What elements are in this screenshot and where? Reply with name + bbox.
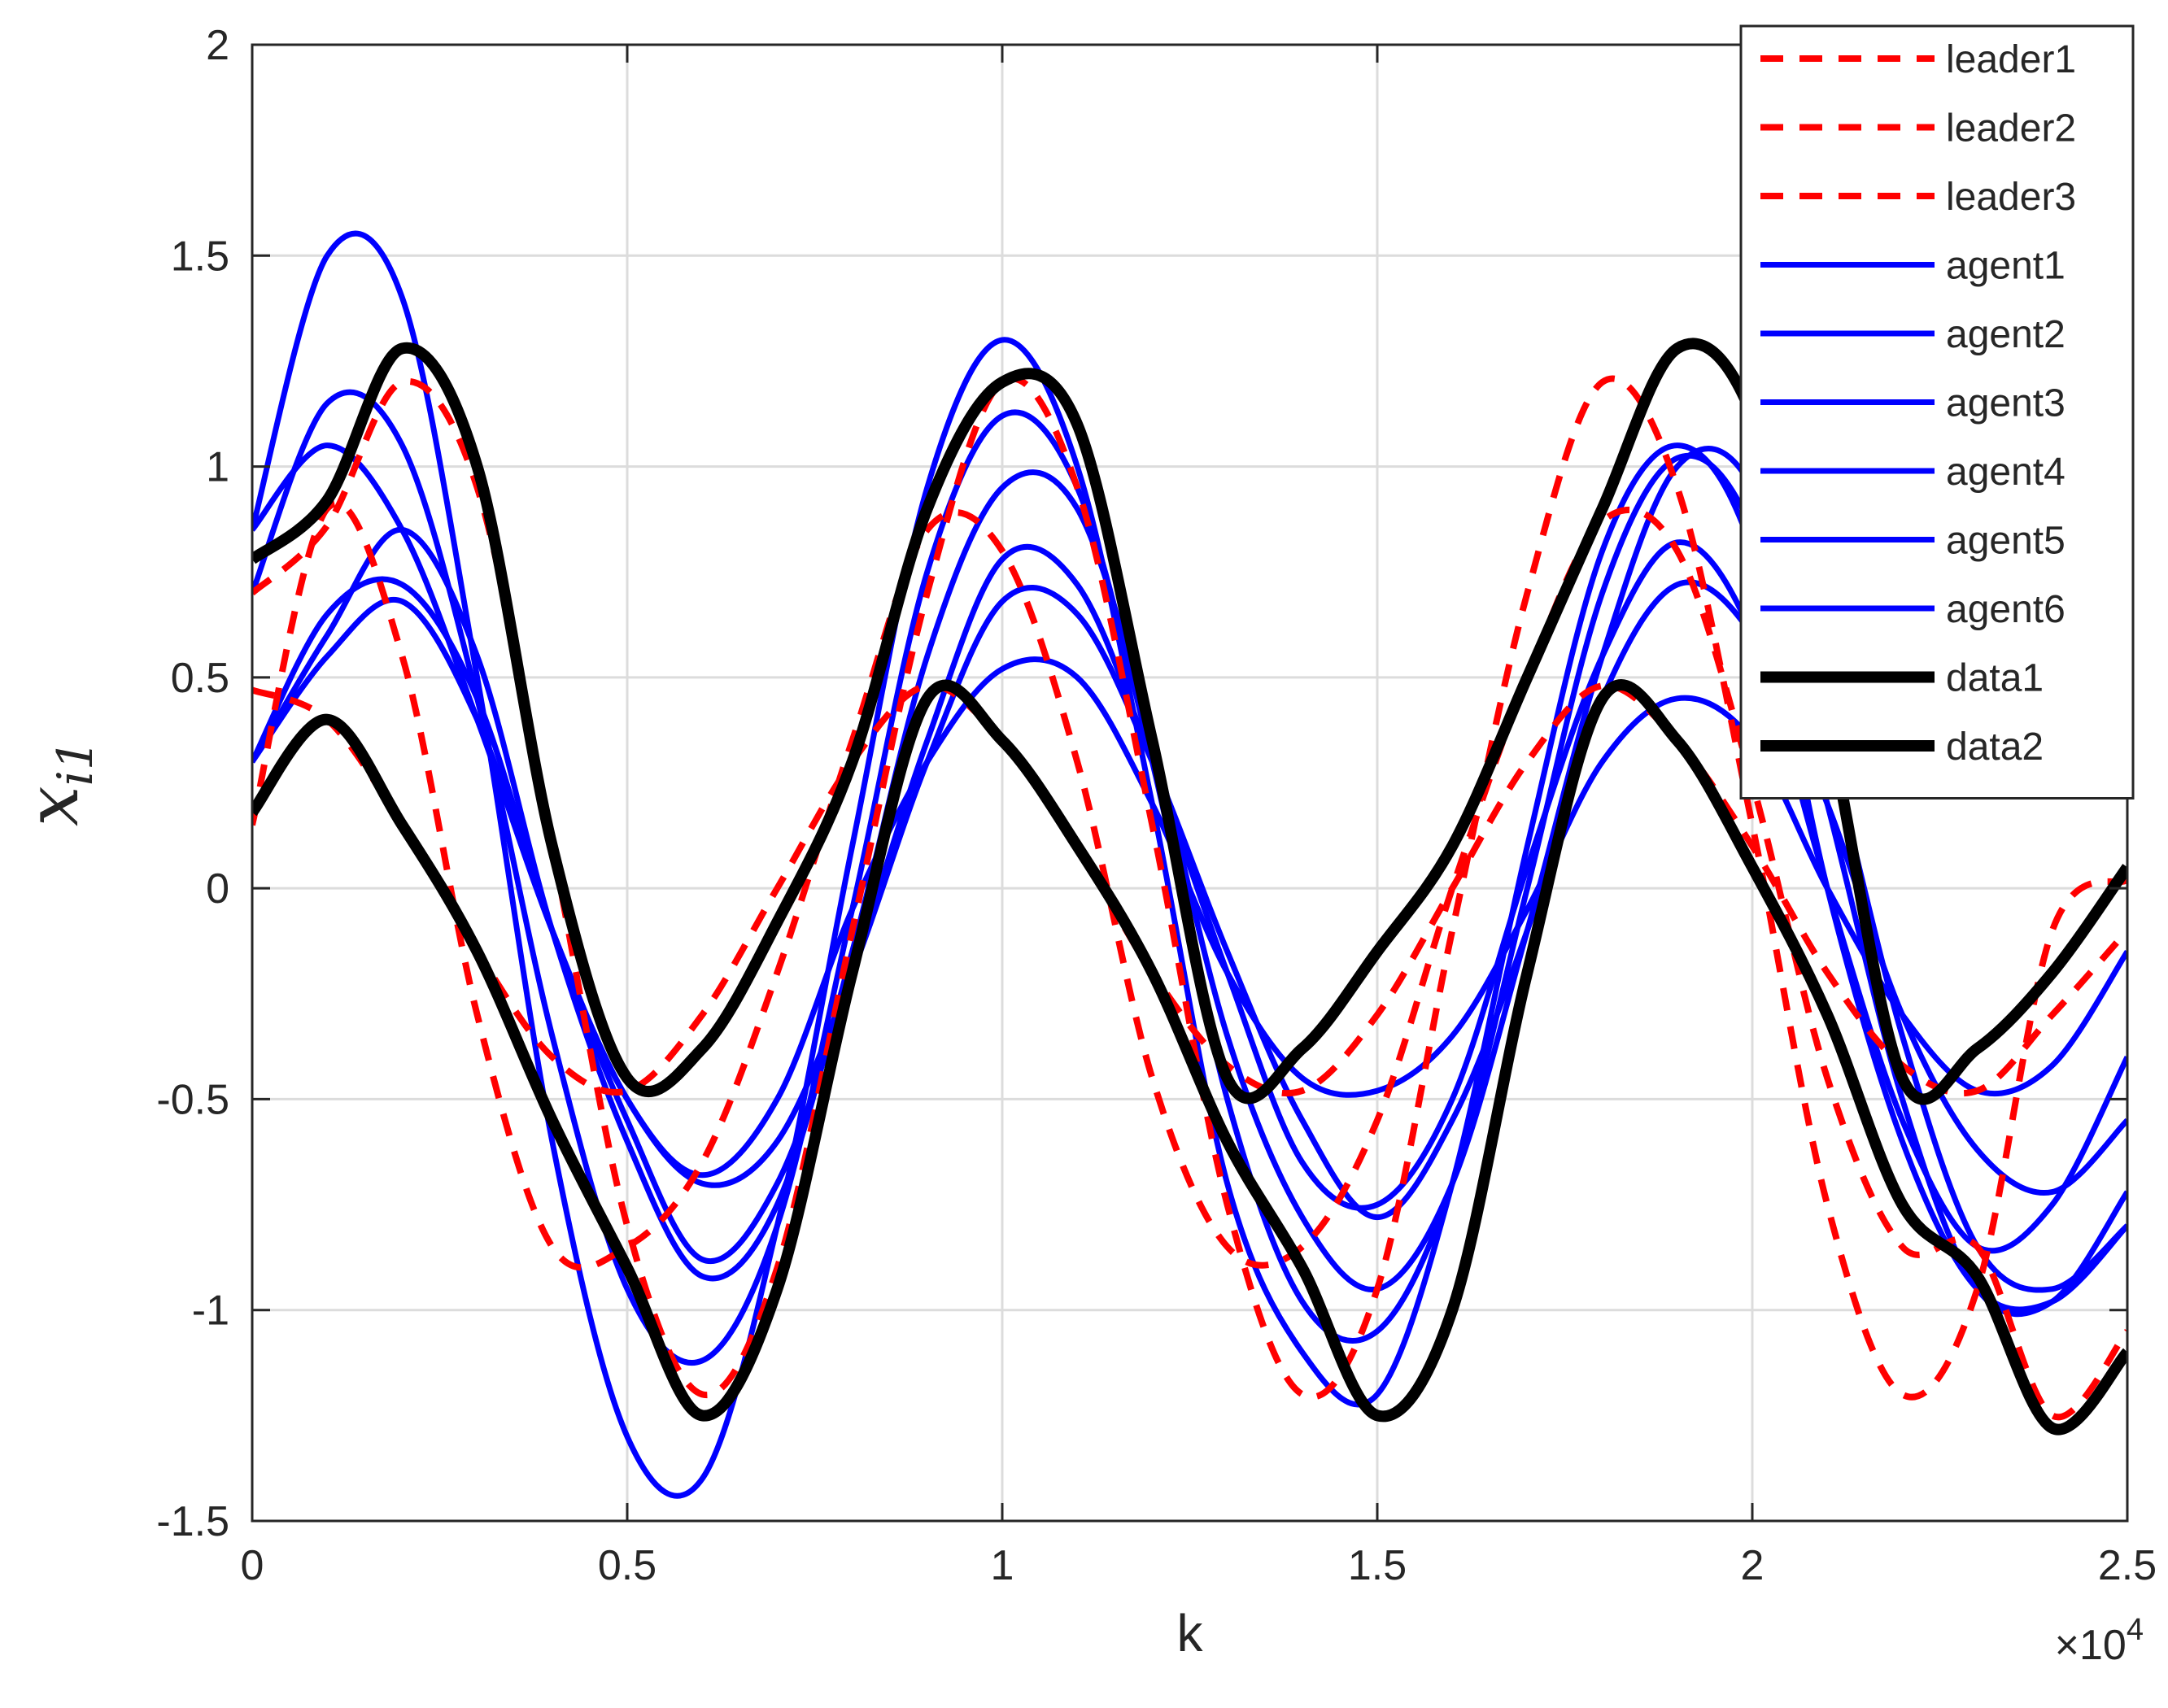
x-tick-label: 1: [991, 1542, 1014, 1589]
y-axis-label: xi1: [11, 739, 104, 826]
series-line-data2: [252, 679, 2127, 1436]
y-tick-label: 2: [206, 22, 229, 69]
legend-label-data2: data2: [1946, 725, 2044, 769]
x-tick-label: 2: [1741, 1542, 1764, 1589]
x-axis-exponent: ×104: [2055, 1613, 2144, 1669]
x-tick-label: 1.5: [1348, 1542, 1407, 1589]
svg-text:xi1: xi1: [11, 739, 104, 826]
legend-label-agent4: agent4: [1946, 451, 2065, 494]
legend-label-agent6: agent6: [1946, 588, 2065, 631]
legend-label-data1: data1: [1946, 657, 2044, 700]
series-line-leader2: [252, 682, 2127, 1097]
legend-label-agent5: agent5: [1946, 520, 2065, 563]
x-tick-label: 2.5: [2098, 1542, 2157, 1589]
axis-ticks: 0 0.5 1 1.5 2 2.5 -1.5 -1 -0.5 0 0.5 1 1.5 2: [156, 22, 2157, 1589]
y-axis-label-subscript: i1: [47, 739, 104, 786]
x-axis-exponent-power: 4: [2127, 1613, 2144, 1647]
y-tick-label: -0.5: [156, 1076, 229, 1123]
legend-box: [1739, 24, 2135, 800]
legend-label-leader3: leader3: [1946, 176, 2076, 219]
x-tick-label: 0.5: [598, 1542, 657, 1589]
legend-label-agent3: agent3: [1946, 382, 2065, 425]
x-tick-label: 0: [241, 1542, 264, 1589]
y-tick-label: 0.5: [171, 655, 229, 702]
series-line-leader3: [252, 500, 2127, 1421]
y-axis-label-main: x: [11, 786, 94, 826]
x-axis-label: k: [1177, 1604, 1204, 1662]
legend: leader1 leader2 leader3 agent1 agent2 agent3 a…: [1739, 24, 2135, 800]
legend-label-leader2: leader2: [1946, 107, 2076, 150]
series-line-agent6: [252, 442, 2127, 1179]
legend-label-agent1: agent1: [1946, 245, 2065, 288]
y-tick-label: 0: [206, 865, 229, 913]
legend-label-agent2: agent2: [1946, 313, 2065, 356]
y-tick-label: -1: [192, 1288, 229, 1335]
legend-label-leader1: leader1: [1946, 38, 2076, 81]
y-tick-label: -1.5: [156, 1498, 229, 1545]
x-axis-exponent-base: ×10: [2055, 1622, 2127, 1669]
y-tick-label: 1: [206, 444, 229, 491]
y-tick-label: 1.5: [171, 233, 229, 280]
